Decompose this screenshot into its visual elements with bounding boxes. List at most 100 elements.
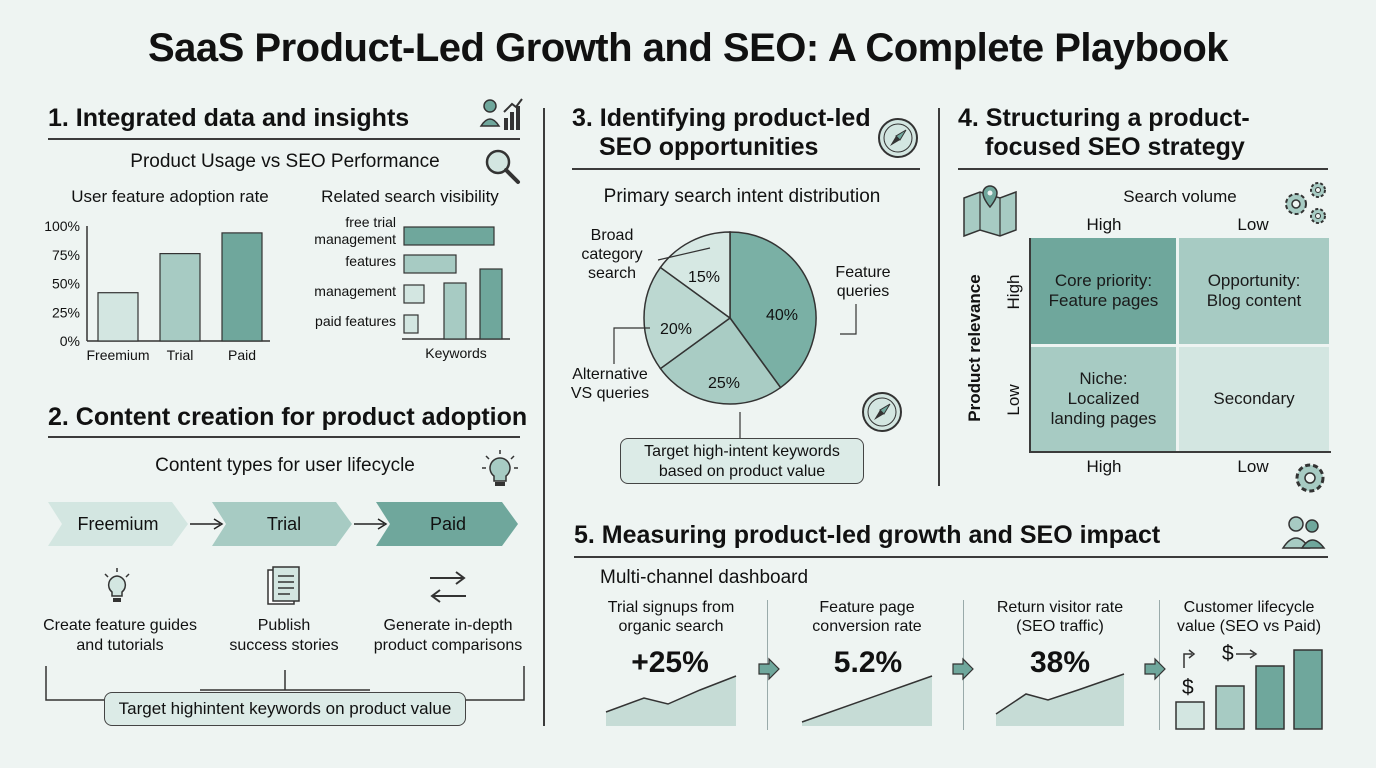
action-2-text: Publish success stories (229, 617, 339, 654)
section-2-rule (48, 436, 520, 438)
pie-slice (659, 316, 782, 405)
metric-4-label: Customer lifecycle value (SEO vs Paid) (1176, 599, 1322, 635)
quadrant-core-priority: Core priority: Feature pages (1031, 238, 1176, 344)
section-5-heading: 5. Measuring product-led growth and SEO … (574, 521, 1161, 549)
keyword-label: management (314, 231, 396, 247)
section-3-heading: 3. Identifying product-led SEO opportuni… (572, 104, 871, 161)
pie-title: Primary search intent distribution (603, 186, 881, 207)
pie-slice (643, 266, 732, 370)
keyword-bar (403, 226, 495, 246)
y-tick-label: 50% (52, 276, 80, 292)
visibility-bar (443, 282, 467, 340)
y-tick-label: 75% (52, 247, 80, 263)
matrix-y-high: High (1004, 274, 1023, 310)
section-1-rule (48, 138, 520, 140)
divider-right (938, 108, 940, 486)
label-broad: Broad category search (581, 227, 643, 282)
section-4-heading: 4. Structuring a product- focused SEO st… (958, 104, 1250, 161)
keyword-bar (403, 284, 425, 304)
quadrant-secondary: Secondary (1179, 347, 1329, 451)
bar-paid (221, 232, 263, 342)
lifecycle-value-chart (1175, 649, 1323, 730)
x-axis-label: Keywords (425, 345, 486, 361)
currency-symbol-1: $ (1182, 676, 1194, 699)
section-2-heading: 2. Content creation for product adoption (48, 403, 528, 431)
page-title: SaaS Product-Led Growth and SEO: A Compl… (147, 26, 1229, 70)
gears-icon (1285, 182, 1326, 224)
footer-keyword-pill: Target highintent keywords on product va… (104, 692, 466, 726)
matrix-x-title: Search volume (1123, 187, 1237, 206)
y-tick-label: 25% (52, 304, 80, 320)
visibility-bar (479, 268, 503, 340)
section-1-subtitle: Product Usage vs SEO Performance (130, 151, 440, 172)
metric-2-value: 5.2% (833, 646, 903, 679)
chevron-paid (376, 502, 518, 546)
stage-freemium: Freemium (77, 513, 159, 534)
metric-arrow-2 (952, 657, 974, 681)
label-alternative: Alternative VS queries (570, 366, 650, 402)
visibility-chart: free trialmanagementfeaturesmanagementpa… (314, 214, 510, 361)
keyword-label: management (314, 283, 396, 299)
adoption-chart: 100% 75% 50% 25% 0% Freemium Trial Paid (44, 218, 270, 363)
action-3-text: Generate in-depth product comparisons (373, 617, 523, 654)
keyword-bar (403, 314, 419, 334)
lightbulb-icon (104, 568, 130, 602)
dashboard-subtitle: Multi-channel dashboard (600, 567, 809, 588)
pie-label-40: 40% (766, 307, 799, 324)
x-tick-label: Freemium (86, 347, 149, 363)
quadrant-opportunity: Opportunity: Blog content (1179, 238, 1329, 344)
metric-3-value: 38% (1029, 646, 1091, 679)
currency-symbol-2: $ (1222, 642, 1234, 665)
users-icon (1281, 516, 1326, 549)
pie-leader-lines (613, 247, 857, 438)
pie-label-25: 25% (708, 375, 741, 392)
matrix-x-low-bottom: Low (1237, 457, 1269, 476)
stage-trial: Trial (266, 513, 302, 534)
pie-label-15: 15% (688, 269, 721, 286)
map-pin-icon (963, 185, 1017, 238)
y-tick-label: 0% (60, 333, 80, 349)
pie-label-20: 20% (660, 321, 693, 338)
bar-freemium (97, 292, 139, 342)
compass-icon (878, 118, 918, 158)
metric-arrow-3 (1144, 657, 1166, 681)
compass-icon (862, 392, 902, 432)
matrix-y-title: Product relevance (965, 274, 984, 422)
metric-3-label: Return visitor rate (SEO traffic) (996, 599, 1124, 635)
chevron-trial (212, 502, 352, 546)
x-tick-label: Trial (167, 347, 194, 363)
pie-slice (659, 231, 731, 320)
section-4-rule (958, 168, 1328, 170)
bar-trial (159, 252, 201, 342)
x-tick-label: Paid (228, 347, 256, 363)
metric-1-sparkline (605, 675, 737, 726)
metric-2-sparkline (801, 675, 933, 726)
visibility-chart-title: Related search visibility (321, 187, 499, 206)
metric-1-value: +25% (631, 646, 709, 679)
section-2-subtitle: Content types for user lifecycle (155, 455, 415, 476)
keyword-label: paid features (315, 313, 396, 329)
keyword-label: free trial (345, 214, 396, 230)
y-tick-label: 100% (44, 218, 80, 234)
intent-pie-chart (643, 231, 817, 405)
chevron-freemium (48, 502, 188, 546)
keyword-bar (403, 254, 457, 274)
users-chart-icon (479, 98, 523, 130)
divider-left (543, 108, 545, 726)
document-icon (267, 566, 300, 605)
action-1-text: Create feature guides and tutorials (43, 617, 197, 654)
metric-arrow-1 (758, 657, 780, 681)
metric-3-sparkline (995, 673, 1125, 726)
quadrant-niche: Niche: Localized landing pages (1031, 347, 1176, 451)
lifecycle-chevrons (48, 502, 518, 546)
swap-arrows-icon (430, 571, 466, 603)
callout-pill: Target high-intent keywords based on pro… (620, 438, 864, 484)
matrix-x-low-top: Low (1237, 215, 1269, 234)
section-1-heading: 1. Integrated data and insights (48, 104, 410, 132)
adoption-chart-title: User feature adoption rate (71, 187, 269, 206)
matrix-y-low: Low (1004, 384, 1023, 416)
section-3-rule (572, 168, 920, 170)
metric-2-label: Feature page conversion rate (812, 599, 922, 635)
lightbulb-icon (482, 450, 518, 486)
label-feature: Feature queries (835, 264, 891, 300)
